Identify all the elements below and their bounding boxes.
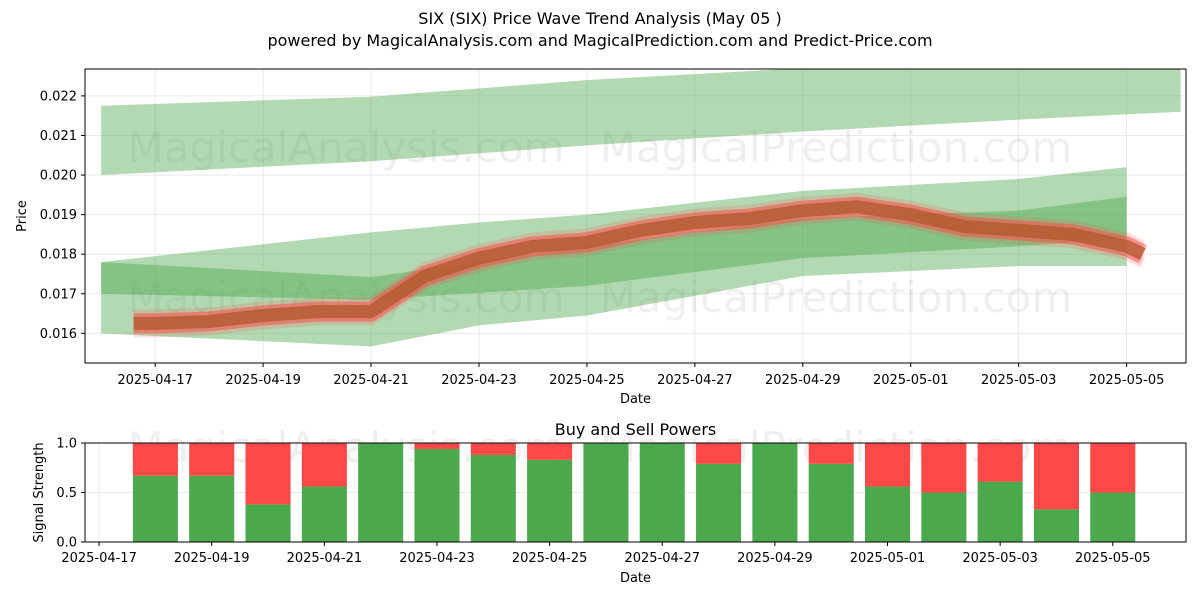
sell-bar: [696, 443, 742, 464]
sell-bar: [132, 443, 178, 476]
main-x-tick-label: 2025-04-23: [441, 373, 517, 388]
main-y-tick-label: 0.017: [40, 287, 77, 302]
buy-bar: [808, 463, 854, 542]
main-x-tick-label: 2025-04-27: [657, 373, 733, 388]
buy-bar: [639, 443, 685, 542]
main-y-tick-label: 0.020: [40, 169, 77, 184]
buy-bar: [921, 492, 967, 542]
power-x-tick-label: 2025-05-01: [850, 551, 926, 566]
power-x-tick-label: 2025-04-19: [174, 551, 250, 566]
price-wave-halo: [133, 192, 1145, 320]
buy-bar: [696, 463, 742, 542]
sell-bar: [470, 443, 516, 455]
main-x-tick-label: 2025-04-19: [225, 373, 301, 388]
power-y-axis-title: Signal Strength: [32, 442, 47, 542]
power-y-tick-label: 0.5: [56, 486, 77, 501]
sell-bar: [977, 443, 1023, 482]
power-y-tick-label: 1.0: [56, 437, 77, 452]
main-x-tick-label: 2025-05-01: [873, 373, 949, 388]
main-x-tick-label: 2025-05-05: [1089, 373, 1165, 388]
watermark-text: MagicalAnalysis.com: [128, 123, 565, 172]
trend-band: [101, 69, 1181, 176]
main-plot-area: [101, 69, 1181, 347]
sell-bar: [864, 443, 911, 487]
buy-bar: [245, 504, 291, 542]
sell-bar: [1033, 443, 1079, 510]
sell-bar: [189, 443, 235, 476]
main-y-tick-label: 0.019: [40, 208, 77, 223]
watermark-text: MagicalPrediction.com: [600, 123, 1073, 172]
power-x-tick-label: 2025-04-27: [624, 551, 700, 566]
main-y-axis-title: Price: [15, 200, 30, 232]
power-x-tick-label: 2025-05-05: [1075, 551, 1151, 566]
main-y-tick-label: 0.022: [40, 89, 77, 104]
buy-bar: [1090, 492, 1136, 542]
power-y-tick-label: 0.0: [56, 536, 77, 551]
sell-bar: [414, 443, 460, 449]
sell-bar: [527, 443, 573, 460]
power-chart-title: Buy and Sell Powers: [555, 420, 717, 439]
buy-bar: [527, 459, 573, 542]
sell-bar: [245, 443, 291, 505]
power-x-tick-label: 2025-05-03: [962, 551, 1038, 566]
buy-bar: [470, 454, 516, 542]
main-y-tick-label: 0.021: [40, 129, 77, 144]
power-x-tick-label: 2025-04-17: [61, 551, 137, 566]
power-x-tick-label: 2025-04-21: [287, 551, 363, 566]
sell-bar: [301, 443, 347, 487]
buy-bar: [358, 443, 404, 542]
buy-bar: [132, 475, 178, 542]
buy-bar: [301, 486, 347, 542]
power-x-tick-label: 2025-04-25: [512, 551, 588, 566]
chart-subtitle: powered by MagicalAnalysis.com and Magic…: [267, 31, 933, 50]
power-x-axis-title: Date: [620, 571, 651, 586]
buy-bar: [1033, 509, 1079, 542]
main-frame: [84, 68, 1187, 364]
main-x-tick-label: 2025-04-21: [333, 373, 409, 388]
power-x-tick-label: 2025-04-29: [737, 551, 813, 566]
buy-bar: [752, 443, 798, 542]
buy-bar: [583, 443, 629, 542]
main-x-tick-label: 2025-04-25: [549, 373, 625, 388]
price-wave-line: [133, 200, 1146, 330]
price-wave-halo: [133, 210, 1145, 338]
buy-bar: [414, 448, 460, 542]
sell-bar: [808, 443, 854, 464]
main-y-tick-label: 0.018: [40, 248, 77, 263]
buy-bar: [977, 481, 1023, 542]
main-x-axis-title: Date: [620, 392, 651, 407]
sell-bar: [1090, 443, 1136, 493]
main-x-tick-label: 2025-04-29: [765, 373, 841, 388]
sell-bar: [921, 443, 967, 493]
watermark-text: MagicalPrediction.com: [600, 273, 1073, 322]
power-x-tick-label: 2025-04-23: [399, 551, 475, 566]
main-y-tick-label: 0.016: [40, 327, 77, 342]
main-x-tick-label: 2025-05-03: [981, 373, 1057, 388]
main-x-tick-label: 2025-04-17: [117, 373, 193, 388]
buy-bar: [864, 486, 911, 542]
buy-bar: [189, 475, 235, 542]
chart-title: SIX (SIX) Price Wave Trend Analysis (May…: [418, 9, 782, 28]
trend-band: [101, 196, 1127, 300]
